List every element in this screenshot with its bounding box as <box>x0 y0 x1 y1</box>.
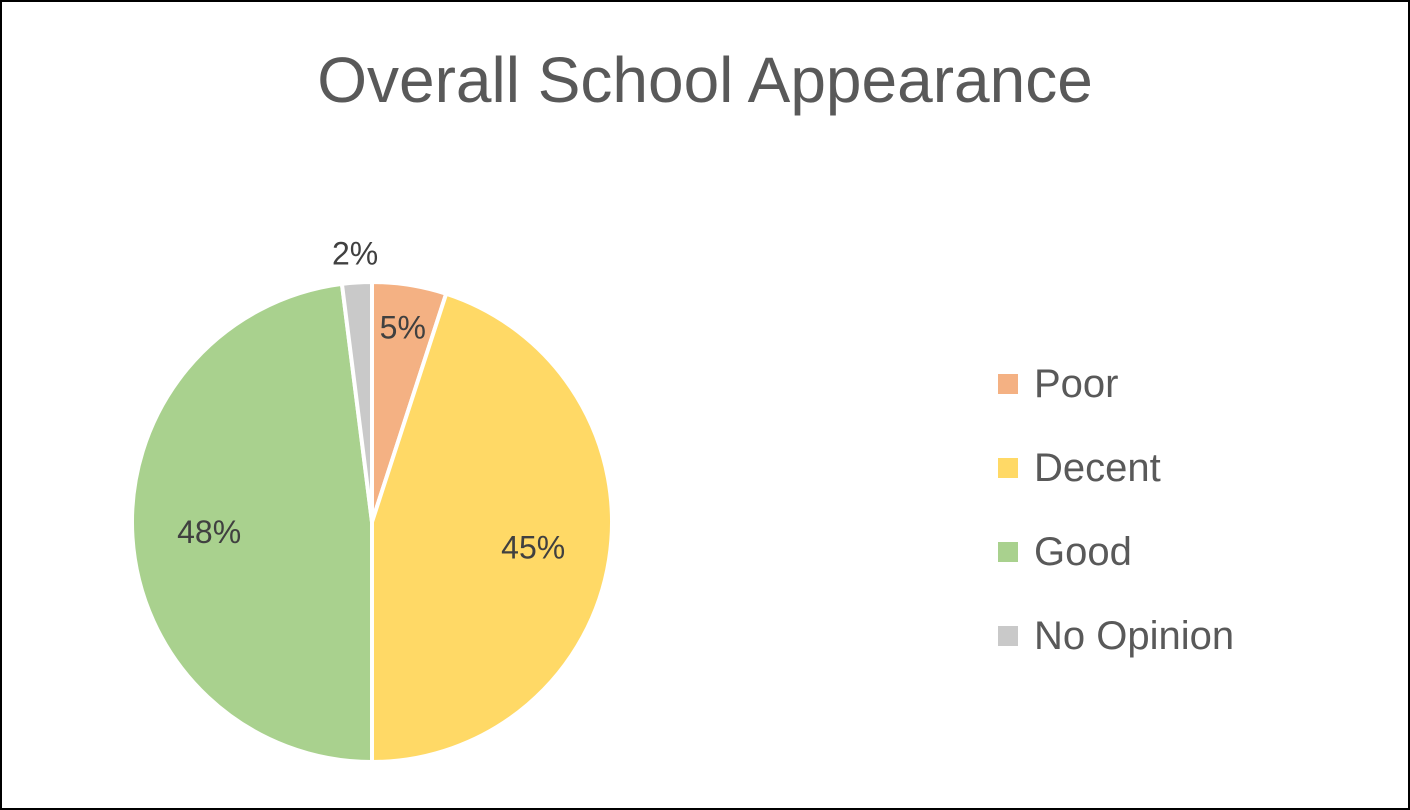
pie-slices <box>130 280 614 764</box>
legend-label-no-opinion: No Opinion <box>1034 613 1235 658</box>
legend-label-good: Good <box>1034 529 1132 574</box>
data-label-poor: 5% <box>380 310 426 346</box>
legend: Poor Decent Good No Opinion <box>998 342 1234 678</box>
pie-slice-no-opinion <box>339 280 374 524</box>
legend-swatch-poor <box>998 374 1018 394</box>
legend-label-decent: Decent <box>1034 445 1161 490</box>
legend-item-decent: Decent <box>998 426 1234 510</box>
chart-title: Overall School Appearance <box>317 44 1093 116</box>
legend-swatch-no-opinion <box>998 626 1018 646</box>
legend-item-good: Good <box>998 510 1234 594</box>
data-label-good: 48% <box>177 514 241 550</box>
pie-slice-decent <box>370 291 614 764</box>
legend-label-poor: Poor <box>1034 361 1119 406</box>
pie-slice-good <box>130 281 374 764</box>
legend-item-no-opinion: No Opinion <box>998 594 1234 678</box>
data-label-decent: 45% <box>501 530 565 566</box>
legend-swatch-decent <box>998 458 1018 478</box>
pie-data-labels: 5% 45% 48% 2% <box>177 236 565 566</box>
data-label-no-opinion: 2% <box>332 236 378 272</box>
legend-swatch-good <box>998 542 1018 562</box>
legend-item-poor: Poor <box>998 342 1234 426</box>
